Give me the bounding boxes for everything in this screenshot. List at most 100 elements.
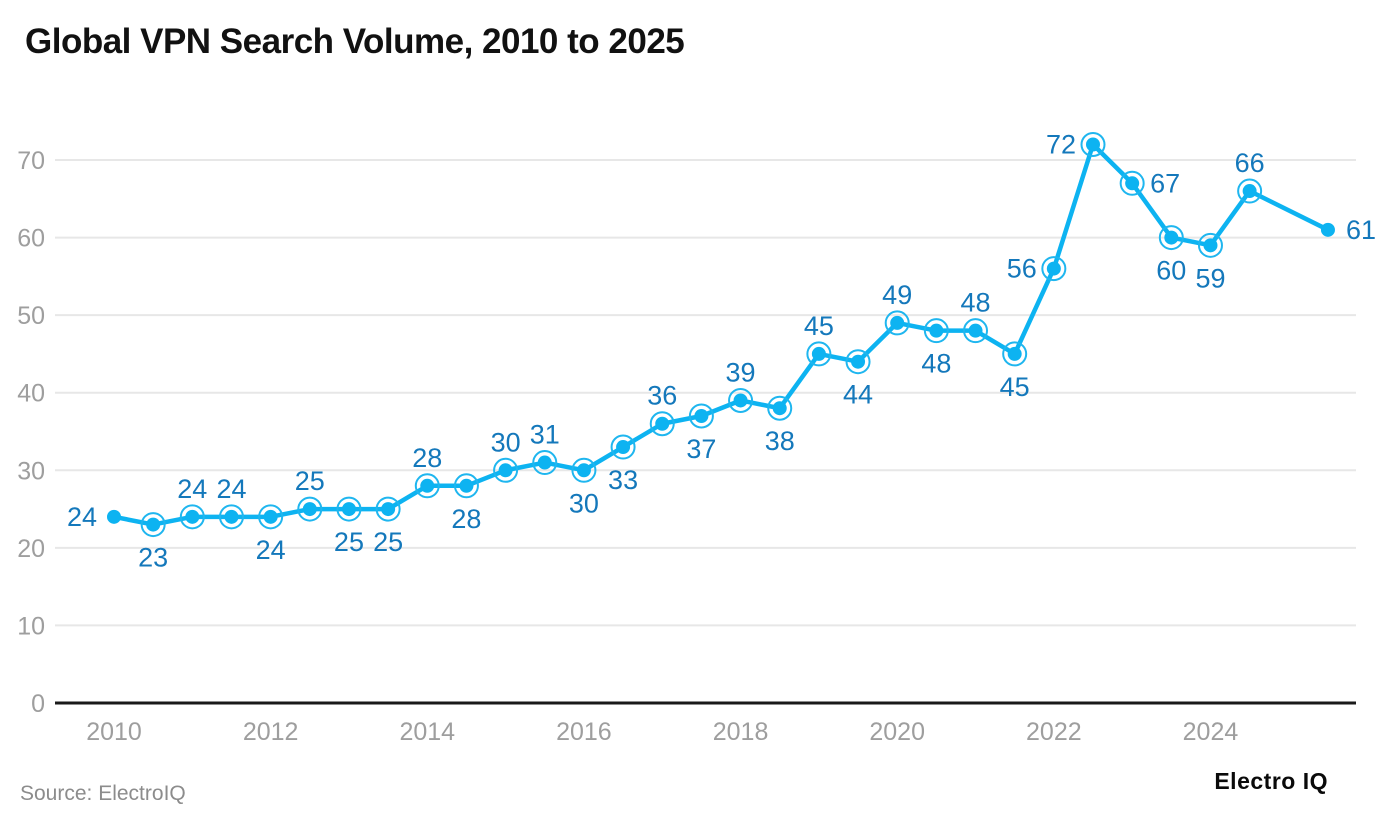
data-point-ring xyxy=(1119,170,1145,196)
data-value-label: 66 xyxy=(1235,148,1265,178)
data-point-dot xyxy=(851,354,866,369)
data-point-dot xyxy=(929,323,944,338)
data-point-dot xyxy=(263,509,278,524)
data-value-label: 59 xyxy=(1195,263,1225,293)
x-tick-label: 2012 xyxy=(243,718,299,746)
data-point-dot xyxy=(1125,176,1140,191)
data-point-dot xyxy=(537,455,552,470)
data-point-ring xyxy=(1002,341,1028,367)
data-point-ring xyxy=(767,395,793,421)
data-value-label: 56 xyxy=(1007,254,1037,284)
data-point-dot xyxy=(341,502,356,517)
data-point-dot xyxy=(381,502,396,517)
data-point-ring xyxy=(140,512,166,538)
data-point-dot xyxy=(1242,184,1257,199)
y-tick-label: 50 xyxy=(17,302,45,330)
data-point-dot xyxy=(498,463,513,478)
data-value-label: 38 xyxy=(765,426,795,456)
data-point-ring xyxy=(258,504,284,530)
data-point-ring xyxy=(610,434,636,460)
data-point-ring xyxy=(532,450,558,476)
data-point-ring xyxy=(179,504,205,530)
x-tick-label: 2024 xyxy=(1183,718,1239,746)
data-point-ring xyxy=(1237,178,1263,204)
data-point-dot xyxy=(811,346,826,361)
data-value-label: 25 xyxy=(373,527,403,557)
data-point-dot xyxy=(224,509,239,524)
data-point-dot xyxy=(655,416,670,431)
x-tick-label: 2014 xyxy=(399,718,455,746)
data-value-label: 23 xyxy=(138,543,168,573)
chart-title: Global VPN Search Volume, 2010 to 2025 xyxy=(25,22,685,61)
data-value-label: 61 xyxy=(1346,215,1376,245)
x-tick-label: 2020 xyxy=(869,718,925,746)
y-tick-label: 0 xyxy=(31,690,45,718)
source-caption: Source: ElectroIQ xyxy=(20,782,186,805)
data-point-dot xyxy=(107,509,121,524)
data-point-dot xyxy=(459,478,474,493)
y-tick-label: 20 xyxy=(17,535,45,563)
brand-logo: Electro IQ xyxy=(1214,768,1328,794)
data-point-dot xyxy=(1086,137,1100,152)
data-value-label: 31 xyxy=(530,420,560,450)
data-point-ring xyxy=(1158,225,1184,251)
data-value-label: 24 xyxy=(256,535,286,565)
data-point-dot xyxy=(733,393,748,408)
data-value-label: 28 xyxy=(412,443,442,473)
data-point-ring xyxy=(493,457,519,483)
data-point-dot xyxy=(772,401,787,416)
data-point-dot xyxy=(185,509,200,524)
data-value-label: 39 xyxy=(726,357,756,387)
data-value-label: 24 xyxy=(177,474,207,504)
data-point-dot xyxy=(146,517,161,532)
data-point-dot xyxy=(1007,346,1022,361)
data-point-ring xyxy=(375,496,401,522)
data-point-dot xyxy=(1203,238,1218,253)
data-value-label: 48 xyxy=(921,349,951,379)
data-point-dot xyxy=(968,323,983,338)
x-tick-label: 2022 xyxy=(1026,718,1082,746)
data-value-label: 30 xyxy=(491,427,521,457)
data-point-dot xyxy=(890,315,905,330)
data-value-label: 67 xyxy=(1150,168,1180,198)
data-value-label: 60 xyxy=(1156,256,1186,286)
data-point-ring xyxy=(571,457,597,483)
data-point-ring xyxy=(923,318,949,344)
data-point-ring xyxy=(218,504,244,530)
data-point-dot xyxy=(616,440,631,455)
data-point-ring xyxy=(963,318,989,344)
data-point-dot xyxy=(576,463,591,478)
data-point-dot xyxy=(694,408,709,423)
data-point-ring xyxy=(688,403,714,429)
data-point-ring xyxy=(297,496,323,522)
data-point-ring xyxy=(1041,256,1067,282)
data-point-dot xyxy=(420,478,435,493)
data-value-label: 45 xyxy=(804,311,834,341)
data-value-label: 30 xyxy=(569,488,599,518)
data-value-label: 72 xyxy=(1046,129,1076,159)
data-value-label: 36 xyxy=(647,381,677,411)
data-value-label: 24 xyxy=(67,502,97,532)
data-point-ring xyxy=(414,473,440,499)
x-tick-label: 2016 xyxy=(556,718,612,746)
x-tick-label: 2018 xyxy=(713,718,769,746)
data-point-dot xyxy=(1164,230,1179,245)
y-tick-label: 40 xyxy=(17,380,45,408)
data-value-label: 49 xyxy=(882,280,912,310)
y-tick-label: 70 xyxy=(17,147,45,175)
data-point-ring xyxy=(1080,131,1106,157)
data-value-label: 24 xyxy=(216,474,246,504)
data-value-label: 37 xyxy=(686,434,716,464)
data-value-label: 25 xyxy=(334,527,364,557)
y-tick-label: 30 xyxy=(17,457,45,485)
data-point-ring xyxy=(649,411,675,437)
data-value-label: 44 xyxy=(843,380,873,410)
data-point-ring xyxy=(1197,232,1223,258)
data-value-label: 33 xyxy=(608,465,638,495)
data-value-label: 48 xyxy=(960,288,990,318)
data-value-label: 28 xyxy=(451,504,481,534)
data-point-ring xyxy=(728,387,754,413)
y-tick-label: 60 xyxy=(17,225,45,253)
x-tick-label: 2010 xyxy=(86,718,142,746)
